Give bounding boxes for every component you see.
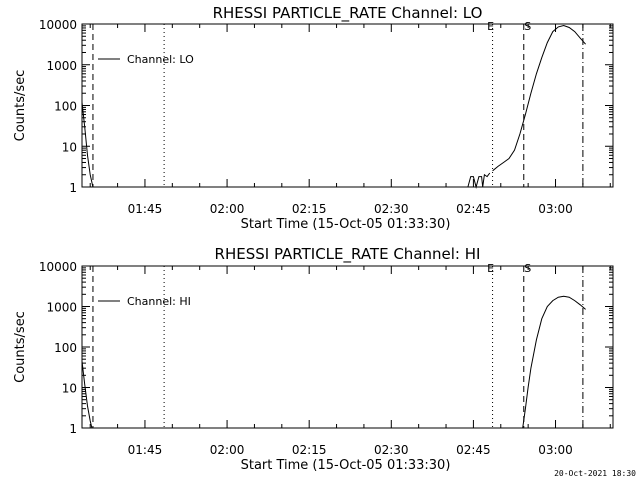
event-marker-s: S <box>524 20 531 33</box>
y-tick-label: 1 <box>69 181 77 195</box>
y-tick-label: 10000 <box>39 260 77 274</box>
x-tick-label: 02:30 <box>374 202 409 216</box>
chart-title: RHESSI PARTICLE_RATE Channel: HI <box>215 245 481 264</box>
x-tick-label: 02:15 <box>292 443 327 457</box>
x-tick-label: 02:45 <box>456 202 491 216</box>
event-marker-s: S <box>524 262 531 275</box>
plot-frame <box>81 265 614 429</box>
x-tick-label: 03:00 <box>538 443 573 457</box>
y-tick-label: 100 <box>54 341 77 355</box>
y-tick-label: 10 <box>62 382 77 396</box>
x-axis-label: Start Time (15-Oct-05 01:33:30) <box>241 217 451 232</box>
x-tick-label: 02:30 <box>374 443 409 457</box>
x-tick-label: 02:00 <box>210 202 245 216</box>
data-series-segment-3 <box>492 24 586 172</box>
plot-timestamp: 20-Oct-2021 18:30 <box>554 469 636 478</box>
data-series-segment-1 <box>81 102 94 188</box>
event-marker-e: E <box>487 20 494 33</box>
data-series-segment-2 <box>522 295 586 429</box>
x-tick-label: 03:00 <box>538 202 573 216</box>
y-axis-label: Counts/sec <box>13 70 28 142</box>
y-axis-label: Counts/sec <box>13 311 28 383</box>
event-marker-e: E <box>487 262 494 275</box>
x-axis-label: Start Time (15-Oct-05 01:33:30) <box>241 458 451 473</box>
x-tick-label: 01:45 <box>128 443 163 457</box>
y-tick-label: 1000 <box>46 301 77 315</box>
y-tick-label: 1000 <box>46 59 77 73</box>
x-tick-label: 01:45 <box>128 202 163 216</box>
x-tick-label: 02:00 <box>210 443 245 457</box>
y-tick-label: 100 <box>54 100 77 114</box>
x-tick-label: 02:45 <box>456 443 491 457</box>
data-series-segment-1 <box>81 360 93 429</box>
x-tick-label: 02:15 <box>292 202 327 216</box>
y-tick-label: 10000 <box>39 18 77 32</box>
chart-title: RHESSI PARTICLE_RATE Channel: LO <box>213 4 483 23</box>
data-series-segment-2 <box>467 172 491 189</box>
legend-label: Channel: HI <box>127 295 191 308</box>
plot-frame <box>81 23 614 188</box>
y-tick-label: 10 <box>62 140 77 154</box>
y-tick-label: 1 <box>69 422 77 436</box>
legend-label: Channel: LO <box>127 53 194 66</box>
